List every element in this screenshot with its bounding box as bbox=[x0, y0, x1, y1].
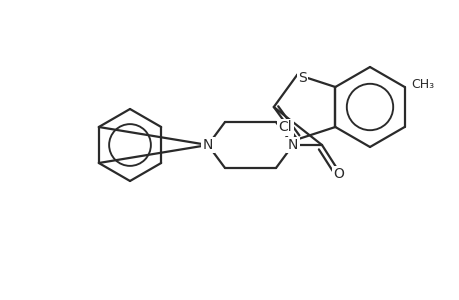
Text: N: N bbox=[202, 138, 213, 152]
Text: CH₃: CH₃ bbox=[410, 77, 433, 91]
Text: N: N bbox=[287, 138, 297, 152]
Text: Cl: Cl bbox=[278, 120, 291, 134]
Text: O: O bbox=[333, 167, 344, 181]
Text: S: S bbox=[297, 70, 306, 85]
